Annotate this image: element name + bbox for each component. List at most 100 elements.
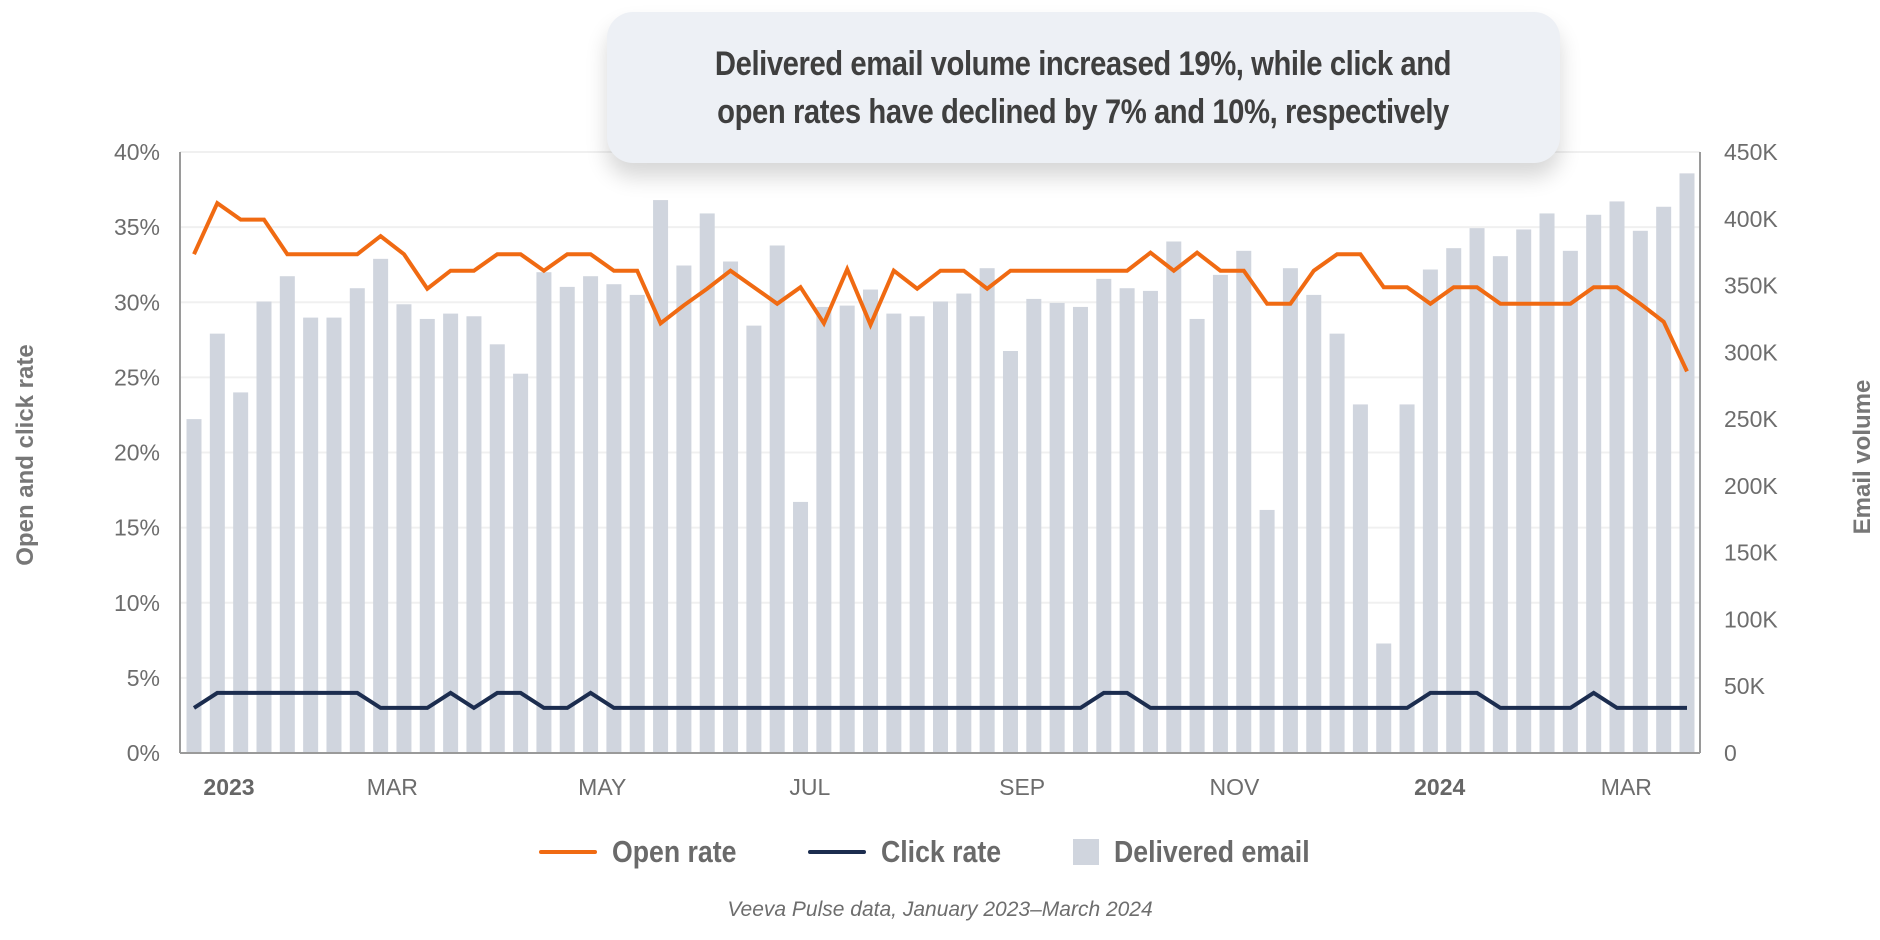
delivered-email-bar	[1306, 294, 1322, 753]
headline-callout: Delivered email volume increased 19%, wh…	[607, 12, 1560, 163]
x-tick-label: MAR	[1601, 774, 1652, 800]
delivered-email-bar	[699, 213, 715, 754]
delivered-email-bar	[1189, 318, 1205, 753]
right-tick-label: 350K	[1724, 273, 1778, 299]
delivered-email-bar	[233, 392, 249, 753]
delivered-email-bar	[1096, 278, 1112, 753]
delivered-email-bar	[1072, 306, 1088, 753]
axes	[179, 152, 1701, 754]
delivered-email-bar	[1166, 241, 1182, 753]
delivered-email-swatch	[1072, 839, 1099, 865]
open-rate-line	[192, 200, 1689, 373]
left-tick-label: 40%	[114, 139, 160, 165]
left-tick-label: 30%	[114, 289, 160, 315]
delivered-email-bar	[1002, 350, 1018, 753]
legend-label-click-rate: Click rate	[881, 834, 1002, 869]
right-tick-label: 300K	[1724, 339, 1778, 365]
right-axis-title: Email volume	[1849, 380, 1876, 535]
delivered-email-bar	[1282, 268, 1298, 753]
x-tick-label: SEP	[999, 774, 1045, 800]
left-axis-ticks: 0% 5% 10% 15% 20% 25% 30% 35% 40%	[114, 139, 160, 766]
legend-label-delivered-email: Delivered email	[1113, 834, 1310, 869]
delivered-email-bar	[956, 293, 972, 753]
legend: Open rate Click rate Delivered email	[0, 832, 1880, 872]
delivered-email-bar	[349, 288, 365, 753]
legend-label-open-rate: Open rate	[611, 834, 737, 869]
delivered-email-bar	[373, 258, 389, 753]
delivered-email-bar	[489, 344, 505, 753]
delivered-email-bar	[326, 317, 342, 753]
delivered-email-bar	[466, 316, 482, 753]
delivered-email-bar	[1679, 173, 1695, 753]
left-tick-label: 20%	[114, 440, 160, 466]
delivered-email-bar	[1399, 404, 1415, 753]
delivered-email-bar	[653, 200, 669, 753]
headline-line-2: open rates have declined by 7% and 10%, …	[717, 92, 1450, 131]
delivered-email-bars	[186, 173, 1695, 754]
x-tick-label: 2023	[203, 774, 254, 800]
delivered-email-bar	[1026, 298, 1042, 753]
delivered-email-bar	[536, 272, 552, 753]
right-tick-label: 400K	[1724, 206, 1778, 232]
legend-item-click-rate: Click rate	[808, 834, 1021, 870]
delivered-email-bar	[1656, 206, 1672, 753]
delivered-email-bar	[1376, 643, 1392, 753]
right-tick-label: 150K	[1724, 540, 1778, 566]
rate-lines	[192, 200, 1689, 711]
delivered-email-bar	[839, 305, 855, 753]
right-tick-label: 200K	[1724, 473, 1778, 499]
source-caption: Veeva Pulse data, January 2023–March 202…	[727, 898, 1153, 921]
delivered-email-bar	[1609, 201, 1625, 754]
click-rate-line-swatch	[808, 850, 867, 854]
left-tick-label: 35%	[114, 214, 160, 240]
delivered-email-bar	[933, 301, 948, 753]
right-tick-label: 450K	[1724, 139, 1778, 165]
delivered-email-bar	[1446, 248, 1462, 753]
right-tick-label: 250K	[1724, 406, 1778, 432]
delivered-email-bar	[1492, 256, 1508, 753]
click-rate-line	[192, 690, 1687, 711]
delivered-email-bar	[909, 316, 925, 753]
delivered-email-bar	[1516, 229, 1532, 753]
delivered-email-bar	[209, 333, 225, 753]
left-tick-label: 10%	[114, 590, 160, 616]
delivered-email-bar	[1212, 274, 1228, 753]
delivered-email-bar	[583, 276, 599, 753]
x-tick-label: NOV	[1210, 774, 1261, 800]
left-tick-label: 0%	[127, 740, 160, 766]
left-tick-label: 15%	[114, 515, 160, 541]
delivered-email-bar	[1562, 250, 1578, 753]
right-tick-label: 0	[1724, 740, 1737, 766]
delivered-email-bar	[1586, 214, 1602, 753]
delivered-email-bar	[1119, 288, 1135, 753]
delivered-email-bar	[816, 306, 832, 753]
delivered-email-bar	[303, 317, 319, 753]
x-tick-label: MAY	[578, 774, 626, 800]
left-tick-label: 25%	[114, 364, 160, 390]
delivered-email-bar	[1329, 333, 1345, 753]
open-rate-line-swatch	[538, 850, 597, 854]
delivered-email-bar	[769, 245, 785, 753]
delivered-email-bar	[256, 301, 272, 753]
delivered-email-bar	[1352, 404, 1368, 753]
x-axis-ticks: 2023 MAR MAY JUL SEP NOV 2024 MAR	[203, 774, 1652, 800]
right-axis-ticks: 0 50K 100K 150K 200K 250K 300K 350K 400K 450K	[1724, 139, 1778, 766]
delivered-email-bar	[1469, 228, 1485, 754]
delivered-email-bar	[1632, 230, 1648, 753]
delivered-email-bar	[863, 289, 879, 753]
delivered-email-bar	[186, 419, 202, 753]
delivered-email-bar	[1236, 250, 1252, 753]
delivered-email-bar	[1259, 509, 1275, 753]
right-tick-label: 50K	[1724, 673, 1766, 699]
delivered-email-bar	[606, 284, 622, 753]
delivered-email-bar	[746, 325, 762, 753]
delivered-email-bar	[1049, 302, 1065, 753]
delivered-email-bar	[1422, 269, 1438, 753]
delivered-email-bar	[396, 304, 412, 753]
delivered-email-bar	[629, 294, 645, 753]
delivered-email-bar	[676, 265, 692, 753]
left-tick-label: 5%	[127, 665, 160, 691]
delivered-email-bar	[1142, 290, 1158, 753]
delivered-email-bar	[513, 373, 529, 753]
